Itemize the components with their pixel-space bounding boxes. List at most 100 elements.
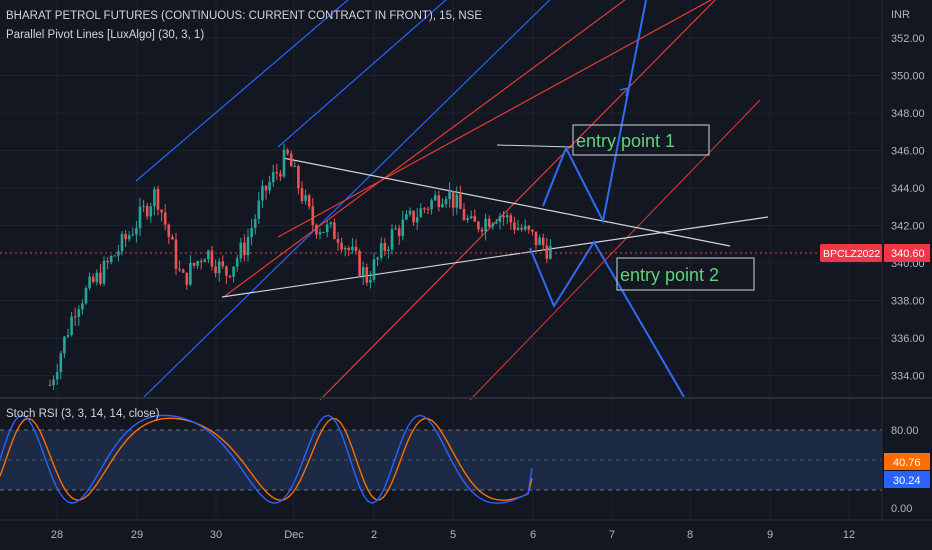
candle-body [318, 232, 322, 235]
candle-body [109, 255, 113, 263]
candle-body [102, 260, 106, 284]
symbol-badge: BPCLZ2022 [820, 244, 882, 262]
candle-body [66, 335, 70, 337]
candle-body [257, 200, 261, 219]
candle-body [354, 246, 358, 252]
price-tick-label: 336.00 [891, 333, 925, 345]
trend-entry1-ray [496, 144, 573, 148]
candle-body [192, 263, 196, 266]
candle-body [264, 185, 268, 191]
channel-red-2 [277, 0, 713, 238]
candle-body [498, 215, 502, 223]
channel-blue-top-2 [277, 0, 447, 148]
candle-body [466, 218, 469, 221]
price-axis[interactable]: INR 352.00 350.00 348.00 346.00 344.00 342.00… [891, 9, 925, 383]
candle-body [235, 258, 239, 267]
candle-body [408, 210, 412, 215]
stoch-k-line [0, 414, 533, 504]
candle-body [459, 194, 462, 210]
candle-body [462, 209, 466, 221]
price-tick-label: 342.00 [891, 221, 925, 233]
candle-body [271, 172, 275, 183]
symbol-badge-bg [820, 244, 882, 262]
candle-body [261, 185, 264, 201]
candle-body [315, 224, 318, 235]
time-tick-label: 8 [687, 529, 693, 541]
candle-body [300, 188, 304, 202]
candle-body [268, 182, 271, 191]
projection-bull-path [542, 0, 647, 225]
candle-body [171, 236, 174, 240]
candle-body [228, 275, 232, 277]
candle-body [142, 205, 145, 207]
time-tick-label: 6 [530, 529, 536, 541]
candle-body [379, 243, 383, 258]
candle-body [534, 231, 538, 245]
candle-body [387, 249, 390, 251]
time-tick-label: 30 [210, 529, 222, 541]
stoch-rsi-pane [0, 414, 882, 504]
candle-body [336, 239, 340, 243]
candle-body [304, 195, 307, 202]
candle-body [469, 216, 473, 219]
candle-body [509, 215, 513, 223]
candle-body [124, 234, 127, 240]
candle-body [117, 251, 120, 256]
candle-body [523, 225, 527, 230]
indicator-legend[interactable]: Parallel Pivot Lines [LuxAlgo] (30, 3, 1… [6, 29, 205, 41]
candle-body [405, 214, 408, 220]
chart-title[interactable]: BHARAT PETROL FUTURES (CONTINUOUS: CURRE… [6, 10, 483, 22]
candle-body [149, 206, 153, 217]
price-tick-label: 338.00 [891, 296, 925, 308]
annotations[interactable]: entry point 1 entry point 2 [572, 124, 755, 291]
candle-body [70, 316, 73, 336]
entry-point-2-box[interactable] [616, 257, 755, 291]
candle-body [437, 195, 441, 208]
candle-body [178, 268, 181, 270]
time-axis[interactable]: 28 29 30 Dec 2 5 6 7 8 9 12 [51, 529, 855, 541]
candle-body [250, 227, 253, 238]
candles [48, 143, 552, 390]
projection-paths [529, 0, 685, 398]
candle-body [214, 266, 217, 274]
candle-body [430, 200, 433, 210]
candle-body [95, 272, 99, 283]
candle-body [444, 199, 448, 205]
channel-blue-bottom [143, 0, 551, 398]
candle-body [329, 222, 333, 225]
candle-body [415, 217, 419, 223]
candle-body [286, 149, 289, 154]
candle-body [221, 261, 225, 267]
candle-body [88, 276, 91, 289]
candle-body [127, 235, 131, 240]
candle-body [419, 208, 423, 218]
candle-body [538, 237, 541, 245]
price-tick-label: 348.00 [891, 108, 925, 120]
price-tick-label: 344.00 [891, 183, 925, 195]
time-tick-label: 2 [371, 529, 377, 541]
candle-body [167, 224, 171, 237]
candle-body [253, 218, 257, 228]
candle-body [160, 209, 163, 213]
candle-body [397, 228, 401, 237]
candle-body [487, 218, 491, 227]
candle-body [55, 372, 59, 380]
time-tick-label: 12 [843, 529, 855, 541]
entry-point-1-box[interactable] [572, 124, 710, 156]
candle-body [455, 194, 459, 208]
candle-body [394, 228, 397, 230]
price-axis-currency: INR [891, 9, 910, 21]
candle-body [351, 246, 354, 251]
candle-body [390, 229, 394, 250]
candle-body [120, 234, 124, 252]
channel-blue-top [135, 0, 349, 182]
candle-body [502, 215, 505, 218]
candle-body [297, 166, 300, 189]
candle-body [196, 261, 199, 266]
stoch-legend[interactable]: Stoch RSI (3, 3, 14, 14, close) [6, 408, 160, 420]
candle-body [113, 255, 117, 257]
price-tick-label: 334.00 [891, 371, 925, 383]
candle-body [131, 234, 135, 236]
candle-body [135, 228, 138, 235]
